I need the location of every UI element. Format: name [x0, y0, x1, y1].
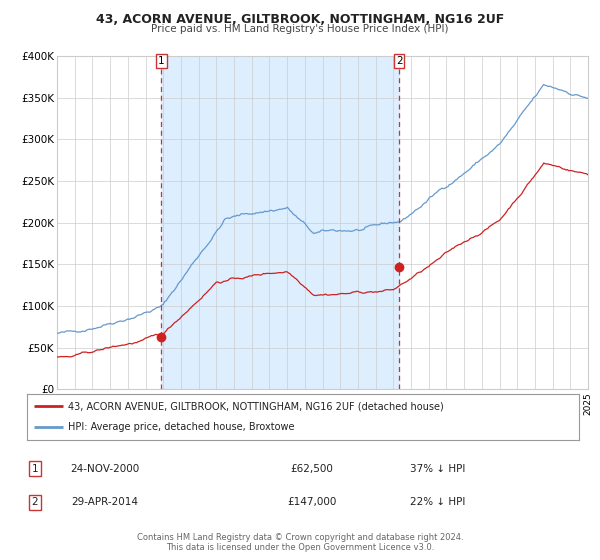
Text: 43, ACORN AVENUE, GILTBROOK, NOTTINGHAM, NG16 2UF (detached house): 43, ACORN AVENUE, GILTBROOK, NOTTINGHAM,… [68, 401, 444, 411]
Text: Price paid vs. HM Land Registry's House Price Index (HPI): Price paid vs. HM Land Registry's House … [151, 24, 449, 34]
Text: HPI: Average price, detached house, Broxtowe: HPI: Average price, detached house, Brox… [68, 422, 295, 432]
Text: 29-APR-2014: 29-APR-2014 [71, 497, 139, 507]
Text: 22% ↓ HPI: 22% ↓ HPI [410, 497, 466, 507]
Text: Contains HM Land Registry data © Crown copyright and database right 2024.: Contains HM Land Registry data © Crown c… [137, 533, 463, 542]
Text: 37% ↓ HPI: 37% ↓ HPI [410, 464, 466, 474]
Text: 2: 2 [396, 56, 403, 66]
Text: £147,000: £147,000 [287, 497, 337, 507]
Bar [161, 56, 399, 389]
Text: 43, ACORN AVENUE, GILTBROOK, NOTTINGHAM, NG16 2UF: 43, ACORN AVENUE, GILTBROOK, NOTTINGHAM,… [96, 13, 504, 26]
Text: 24-NOV-2000: 24-NOV-2000 [70, 464, 140, 474]
Text: 1: 1 [31, 464, 38, 474]
Text: 1: 1 [158, 56, 165, 66]
Text: This data is licensed under the Open Government Licence v3.0.: This data is licensed under the Open Gov… [166, 543, 434, 552]
Text: 2: 2 [31, 497, 38, 507]
Text: £62,500: £62,500 [290, 464, 334, 474]
